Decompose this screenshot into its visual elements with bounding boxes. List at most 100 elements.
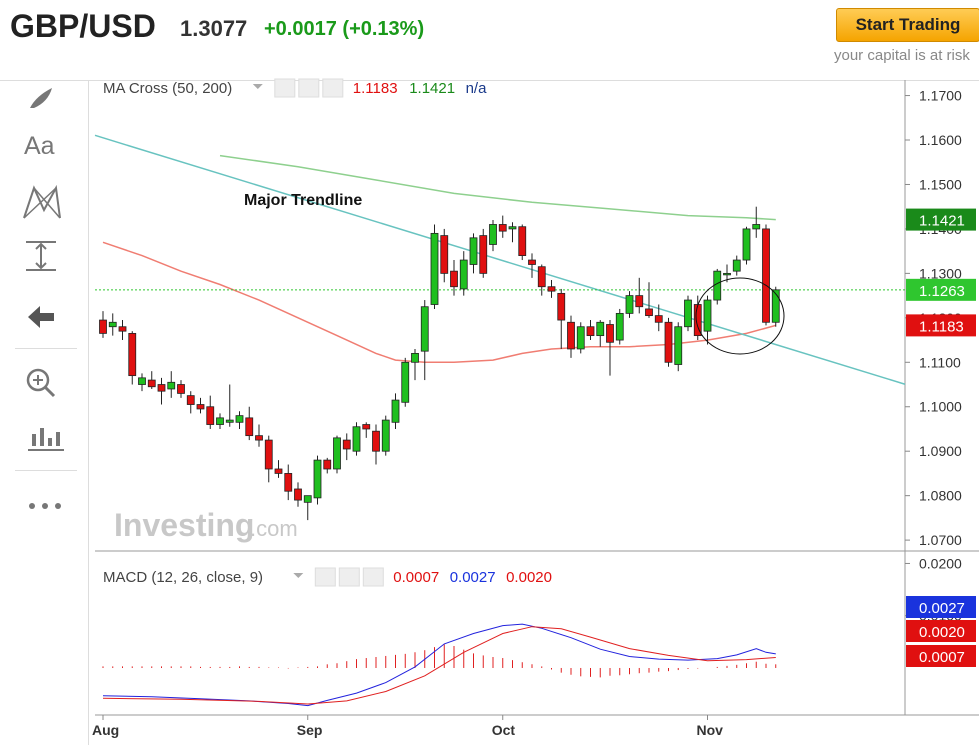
indicator-label: MACD (12, 26, close, 9) xyxy=(103,569,263,586)
bearish-candle xyxy=(479,235,488,274)
bearish-candle xyxy=(118,326,127,332)
bearish-candle xyxy=(342,439,351,450)
bearish-candle xyxy=(606,324,614,343)
pattern-tool[interactable] xyxy=(14,180,68,220)
bullish-candle xyxy=(489,224,497,245)
bearish-candle xyxy=(177,384,185,394)
back-tool[interactable] xyxy=(14,296,68,336)
bearish-candle xyxy=(450,270,458,288)
close-icon xyxy=(322,78,344,98)
time-tick-label: Aug xyxy=(92,722,119,738)
indicator-value: 0.0007 xyxy=(393,569,439,586)
bullish-candle xyxy=(235,415,244,423)
toolbar-divider xyxy=(15,348,77,349)
close-icon xyxy=(362,567,384,587)
instrument-name: GBP/USD xyxy=(10,8,156,44)
zoom-tool[interactable] xyxy=(14,362,68,402)
bullish-candle xyxy=(615,312,624,341)
bearish-candle xyxy=(498,224,507,232)
bearish-candle xyxy=(362,424,371,430)
macd-tick-label: 0.0200 xyxy=(919,555,962,571)
indicator-value: 1.1183 xyxy=(353,80,398,97)
price-badge xyxy=(906,314,976,337)
gear-icon xyxy=(338,567,360,587)
bearish-candle xyxy=(245,417,254,437)
bullish-candle xyxy=(352,426,361,452)
bearish-candle xyxy=(147,379,156,388)
price-badge-label: 1.1263 xyxy=(919,283,965,300)
eye-icon xyxy=(274,78,296,98)
bullish-candle xyxy=(459,259,468,290)
price-change: +0.0017 (+0.13%) xyxy=(264,18,425,40)
eye-icon xyxy=(314,567,336,587)
price-badge xyxy=(906,208,976,231)
measure-tool[interactable] xyxy=(14,236,68,276)
indicators-tool[interactable] xyxy=(14,418,68,458)
bullish-candle xyxy=(596,321,605,337)
bearish-candle xyxy=(518,226,527,256)
bearish-candle xyxy=(586,326,595,337)
price-tick-label: 1.1600 xyxy=(919,132,962,148)
bullish-candle xyxy=(742,228,751,261)
macd-line xyxy=(102,623,776,707)
bearish-candle xyxy=(635,295,644,308)
bearish-candle xyxy=(255,435,263,441)
bullish-candle xyxy=(469,237,478,265)
price-tick-label: 1.0700 xyxy=(919,532,962,548)
bullish-candle xyxy=(401,361,410,403)
bearish-candle xyxy=(567,321,575,350)
macd-badge-label: 0.0027 xyxy=(919,600,965,617)
bullish-candle xyxy=(381,419,390,452)
back-arrow-icon xyxy=(28,306,54,328)
bearish-candle xyxy=(372,430,380,452)
risk-disclaimer: your capital is at risk xyxy=(834,47,970,64)
bearish-candle xyxy=(128,332,137,377)
brush-tool[interactable] xyxy=(14,80,68,120)
more-icon xyxy=(29,503,61,509)
price-tick-label: 1.1100 xyxy=(919,354,961,370)
more-tool[interactable] xyxy=(14,486,68,526)
bearish-candle xyxy=(664,321,673,363)
bullish-candle xyxy=(684,299,692,328)
price-tick-label: 1.0900 xyxy=(919,443,962,459)
bullish-candle xyxy=(625,295,634,314)
ma50-line xyxy=(102,241,776,364)
macd-signal-line xyxy=(102,626,776,705)
indicator-label: MA Cross (50, 200) xyxy=(103,80,232,97)
bearish-candle xyxy=(693,304,702,337)
price-tick-label: 1.0800 xyxy=(919,488,962,504)
watermark-brand: Investing xyxy=(114,507,254,543)
bullish-candle xyxy=(167,381,176,390)
drawing-toolbar: Aa xyxy=(0,80,89,745)
bearish-candle xyxy=(99,319,107,334)
macd-badge xyxy=(906,596,976,618)
price-badge-label: 1.1421 xyxy=(919,213,965,230)
bearish-candle xyxy=(323,459,332,470)
pattern-icon xyxy=(23,184,61,219)
gear-icon xyxy=(298,78,320,98)
highlight-circle xyxy=(695,277,785,355)
macd-badge xyxy=(906,645,976,667)
time-tick-label: Nov xyxy=(697,722,724,738)
bullish-candle xyxy=(420,306,429,352)
text-tool[interactable]: Aa xyxy=(14,128,68,168)
macd-badge xyxy=(906,620,976,642)
text-icon: Aa xyxy=(24,132,55,160)
bearish-candle xyxy=(537,266,546,288)
bearish-candle xyxy=(157,384,166,392)
indicator-value: n/a xyxy=(466,80,488,97)
bullish-candle xyxy=(430,232,439,305)
bullish-candle xyxy=(333,437,341,470)
quote-header: GBP/USD 1.3077 +0.0017 (+0.13%) Start Tr… xyxy=(0,0,979,81)
start-trading-button[interactable]: Start Trading xyxy=(836,8,979,42)
price-tick-label: 1.1500 xyxy=(919,176,962,192)
price-tick-label: 1.1700 xyxy=(919,88,962,104)
macd-badge-label: 0.0007 xyxy=(919,649,965,666)
bearish-candle xyxy=(206,406,215,425)
bullish-candle xyxy=(138,377,146,385)
bullish-candle xyxy=(313,459,322,499)
price-badge xyxy=(906,278,976,301)
chevron-down-icon xyxy=(252,84,263,89)
indicator-value: 1.1421 xyxy=(409,80,455,97)
bearish-candle xyxy=(186,395,195,405)
